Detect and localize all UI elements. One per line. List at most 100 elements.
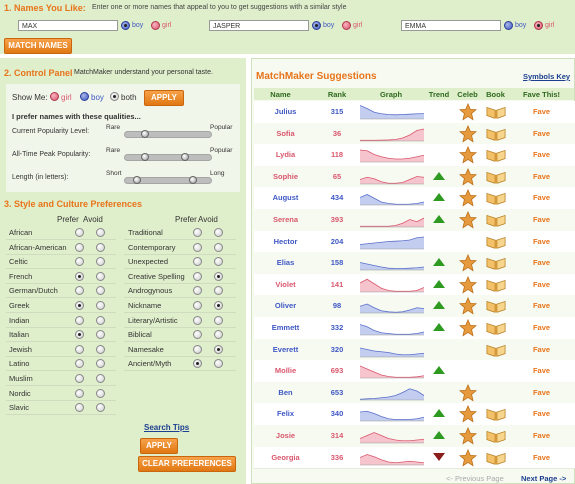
suggestion-name[interactable]: Sofia [276, 128, 295, 138]
book-icon[interactable] [482, 425, 509, 447]
prefer-radio[interactable] [75, 242, 84, 252]
avoid-radio[interactable] [214, 271, 223, 281]
suggestion-name[interactable]: Sophie [272, 171, 298, 181]
prefer-radio[interactable] [75, 344, 84, 354]
prefer-radio[interactable] [193, 286, 202, 296]
fave-link[interactable]: Fave [532, 279, 551, 289]
avoid-radio[interactable] [214, 315, 223, 325]
celeb-star-icon[interactable] [453, 252, 482, 274]
celeb-star-icon[interactable] [453, 123, 482, 145]
celeb-star-icon[interactable] [453, 274, 482, 296]
prefer-radio[interactable] [193, 301, 202, 310]
girl-radio-2[interactable] [342, 21, 351, 30]
suggestion-name[interactable]: Emmett [271, 323, 300, 332]
book-icon[interactable] [482, 101, 509, 123]
celeb-star-icon[interactable] [453, 166, 482, 188]
name-input-1[interactable]: MAX [18, 20, 118, 31]
celeb-star-icon[interactable] [453, 101, 482, 123]
book-icon[interactable] [482, 166, 509, 188]
girl-radio-1[interactable] [151, 21, 160, 30]
fave-link[interactable]: Fave [532, 193, 551, 203]
fave-link[interactable]: Fave [532, 128, 551, 138]
avoid-radio[interactable] [214, 344, 223, 354]
name-input-2[interactable]: JASPER [209, 20, 309, 31]
book-icon[interactable] [482, 252, 509, 274]
prefer-radio[interactable] [75, 330, 84, 340]
avoid-radio[interactable] [214, 286, 223, 296]
book-icon[interactable] [482, 317, 509, 339]
fave-link[interactable]: Fave [532, 171, 551, 181]
avoid-radio[interactable] [214, 257, 223, 267]
prefer-radio[interactable] [75, 388, 84, 398]
avoid-radio[interactable] [96, 359, 105, 369]
show-both-radio[interactable] [110, 92, 119, 101]
slider-knob-1-1[interactable] [141, 130, 149, 138]
show-girl-radio[interactable] [50, 92, 59, 101]
prefer-radio[interactable] [193, 344, 202, 354]
suggestion-name[interactable]: Hector [273, 236, 298, 246]
celeb-star-icon[interactable] [453, 317, 482, 339]
avoid-radio[interactable] [96, 403, 105, 413]
slider-knob-2-1[interactable] [141, 153, 149, 161]
book-icon[interactable] [482, 144, 509, 166]
fave-link[interactable]: Fave [532, 323, 551, 332]
avoid-radio[interactable] [96, 388, 105, 398]
fave-link[interactable]: Fave [532, 236, 551, 246]
celeb-star-icon[interactable] [453, 295, 482, 317]
avoid-radio[interactable] [214, 228, 223, 237]
suggestion-name[interactable]: Everett [272, 344, 299, 354]
prefer-radio[interactable] [75, 315, 84, 325]
search-tips-link[interactable]: Search Tips [144, 423, 190, 432]
prefer-radio[interactable] [75, 359, 84, 369]
fave-link[interactable]: Fave [532, 215, 551, 224]
book-icon[interactable] [482, 274, 509, 296]
avoid-radio[interactable] [214, 359, 223, 369]
match-names-button[interactable]: MATCH NAMES [4, 38, 72, 54]
book-icon[interactable] [482, 123, 509, 145]
celeb-star-icon[interactable] [453, 187, 482, 209]
boy-radio-1[interactable] [121, 21, 130, 30]
avoid-radio[interactable] [96, 315, 105, 325]
fave-link[interactable]: Fave [532, 301, 551, 311]
clear-preferences-button[interactable]: CLEAR PREFERENCES [138, 456, 236, 472]
fave-link[interactable]: Fave [532, 344, 551, 354]
symbols-key-link[interactable]: Symbols Key [523, 72, 571, 81]
celeb-star-icon[interactable] [453, 144, 482, 166]
slider-knob-3-2[interactable] [189, 176, 197, 184]
prefer-radio[interactable] [193, 257, 202, 267]
suggestion-name[interactable]: Serena [272, 215, 299, 224]
fave-link[interactable]: Fave [532, 150, 551, 160]
suggestion-name[interactable]: Josie [275, 431, 296, 440]
fave-link[interactable]: Fave [532, 409, 551, 419]
prefer-radio[interactable] [75, 301, 84, 310]
show-boy-radio[interactable] [80, 92, 89, 101]
suggestion-name[interactable]: Violet [275, 279, 296, 289]
book-icon[interactable] [482, 209, 509, 231]
prefer-radio[interactable] [193, 228, 202, 237]
book-icon[interactable] [482, 447, 509, 469]
prefer-radio[interactable] [75, 374, 84, 383]
celeb-star-icon[interactable] [453, 403, 482, 425]
book-icon[interactable] [482, 231, 509, 253]
avoid-radio[interactable] [96, 344, 105, 354]
control-apply-button[interactable]: APPLY [144, 90, 184, 106]
slider-knob-2-2[interactable] [181, 153, 189, 161]
prefer-radio[interactable] [75, 228, 84, 237]
prefer-radio[interactable] [75, 271, 84, 281]
avoid-radio[interactable] [214, 330, 223, 340]
suggestion-name[interactable]: August [272, 193, 299, 203]
avoid-radio[interactable] [96, 301, 105, 310]
suggestion-name[interactable]: Mollie [274, 366, 297, 376]
prefer-radio[interactable] [193, 359, 202, 369]
prefer-radio[interactable] [75, 286, 84, 296]
boy-radio-2[interactable] [312, 21, 321, 30]
avoid-radio[interactable] [96, 228, 105, 237]
avoid-radio[interactable] [96, 242, 105, 252]
prefer-radio[interactable] [193, 315, 202, 325]
slider-track-1[interactable] [124, 130, 212, 138]
celeb-star-icon[interactable] [453, 209, 482, 231]
prefer-radio[interactable] [193, 242, 202, 252]
avoid-radio[interactable] [214, 301, 223, 310]
suggestion-name[interactable]: Georgia [271, 452, 300, 462]
slider-track-3[interactable] [124, 176, 212, 184]
